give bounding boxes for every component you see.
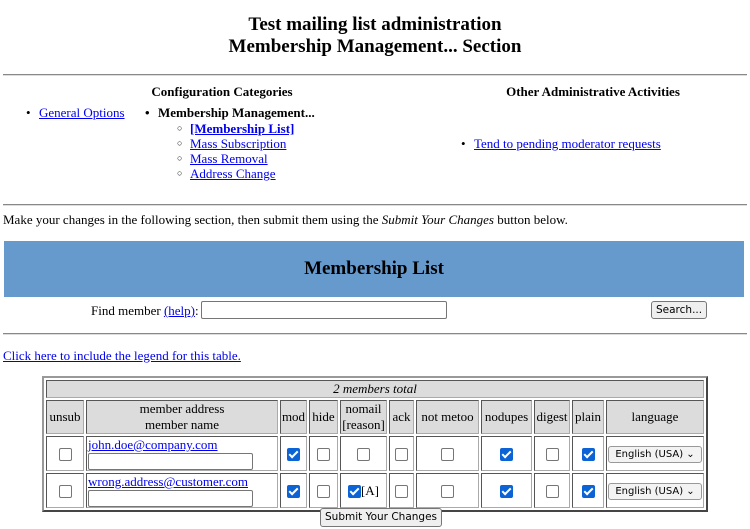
nodupes-checkbox[interactable] — [500, 485, 513, 499]
col-nomail: nomail [reason] — [340, 400, 387, 434]
divider — [3, 74, 747, 76]
member-name-input[interactable] — [88, 453, 253, 470]
col-plain: plain — [572, 400, 604, 434]
col-hide: hide — [309, 400, 338, 434]
address-change-link[interactable]: Address Change — [190, 166, 276, 181]
col-language: language — [606, 400, 704, 434]
mass-subscription-link[interactable]: Mass Subscription — [190, 136, 287, 151]
mass-removal-link[interactable]: Mass Removal — [190, 151, 268, 166]
mod-checkbox[interactable] — [287, 448, 300, 462]
col-notmetoo: not metoo — [416, 400, 479, 434]
unsub-checkbox[interactable] — [58, 485, 72, 499]
member-email-link[interactable]: john.doe@company.com — [88, 437, 218, 452]
config-heading: Configuration Categories — [151, 84, 293, 99]
page-subtitle: Membership Management... Section — [228, 36, 522, 57]
digest-checkbox[interactable] — [545, 485, 559, 499]
col-ack: ack — [389, 400, 414, 434]
member-name-input[interactable] — [88, 490, 253, 507]
unsub-checkbox[interactable] — [58, 448, 72, 462]
nomail-checkbox[interactable] — [347, 485, 361, 499]
member-email-link[interactable]: wrong.address@customer.com — [88, 474, 248, 489]
membership-list-link[interactable]: [Membership List] — [190, 121, 295, 136]
plain-checkbox[interactable] — [581, 485, 595, 499]
divider — [3, 333, 747, 335]
col-unsub: unsub — [46, 400, 84, 434]
chevron-down-icon: ⌄ — [686, 485, 695, 497]
notmetoo-checkbox[interactable] — [441, 448, 454, 462]
mod-checkbox[interactable] — [287, 485, 300, 499]
ack-checkbox[interactable] — [395, 485, 408, 499]
ack-checkbox[interactable] — [395, 448, 408, 462]
submit-changes-button[interactable]: Submit Your Changes — [320, 508, 443, 527]
search-button[interactable]: Search... — [651, 301, 708, 319]
page-title: Test mailing list administration — [248, 14, 502, 35]
nodupes-checkbox[interactable] — [500, 448, 513, 462]
members-table: 2 members total unsub member address memb… — [42, 376, 708, 512]
table-row: john.doe@company.com English (USA) ⌄ — [46, 436, 704, 471]
col-mod: mod — [280, 400, 307, 434]
intro-text: Make your changes in the following secti… — [3, 212, 568, 227]
plain-checkbox[interactable] — [581, 448, 595, 462]
membership-management-label: Membership Management... — [145, 105, 315, 121]
section-title: Membership List — [4, 241, 744, 297]
help-link[interactable]: (help) — [163, 303, 195, 318]
nomail-reason: [A] — [360, 482, 380, 498]
other-heading: Other Administrative Activities — [506, 84, 680, 99]
legend-link[interactable]: Click here to include the legend for thi… — [3, 348, 241, 363]
divider — [3, 204, 747, 206]
general-options-link[interactable]: General Options — [39, 105, 125, 120]
col-nodupes: nodupes — [481, 400, 532, 434]
col-member: member address member name — [86, 400, 278, 434]
chevron-down-icon: ⌄ — [686, 448, 695, 460]
pending-requests-link[interactable]: Tend to pending moderator requests — [474, 136, 661, 151]
language-select[interactable]: English (USA) ⌄ — [608, 482, 702, 500]
nomail-checkbox[interactable] — [357, 448, 370, 462]
digest-checkbox[interactable] — [545, 448, 559, 462]
language-select[interactable]: English (USA) ⌄ — [608, 445, 702, 463]
notmetoo-checkbox[interactable] — [441, 485, 454, 499]
col-digest: digest — [534, 400, 570, 434]
find-member-input[interactable] — [201, 301, 447, 319]
table-row: wrong.address@customer.com [A] English (US… — [46, 473, 704, 508]
hide-checkbox[interactable] — [317, 448, 330, 462]
members-total: 2 members total — [46, 380, 704, 398]
find-member-label: Find member (help): — [91, 303, 199, 318]
hide-checkbox[interactable] — [317, 485, 330, 499]
